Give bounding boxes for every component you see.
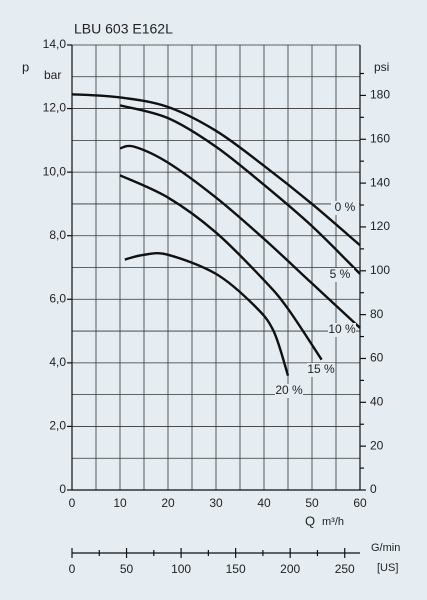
y-tick-label: 2,0 xyxy=(49,419,66,433)
x2-label: G/min xyxy=(371,542,400,554)
x2-tick-label: 200 xyxy=(280,562,300,576)
curve xyxy=(71,93,361,247)
x-tick-label: 60 xyxy=(353,496,367,510)
y-label: p xyxy=(22,59,29,74)
label-bg xyxy=(307,363,335,377)
x2-tick-label: 150 xyxy=(226,562,246,576)
x-unit: m³/h xyxy=(322,516,344,528)
y2-tick-label: 60 xyxy=(370,351,384,365)
curve-label: 5 % xyxy=(330,267,351,281)
y2-tick-label: 120 xyxy=(370,219,390,233)
x2-tick-label: 0 xyxy=(69,562,76,576)
y2-tick-label: 20 xyxy=(370,438,384,452)
curve-label: 20 % xyxy=(275,383,303,397)
y-tick-label: 8,0 xyxy=(49,228,66,242)
y2-unit: psi xyxy=(374,60,389,74)
label-bg xyxy=(328,323,356,337)
y-tick-label: 6,0 xyxy=(49,291,66,305)
y2-tick-label: 180 xyxy=(370,88,390,102)
curve xyxy=(119,104,361,275)
x2-tick-label: 100 xyxy=(171,562,191,576)
x-tick-label: 30 xyxy=(209,496,223,510)
y2-tick-label: 40 xyxy=(370,394,384,408)
y2-tick-label: 100 xyxy=(370,263,390,277)
label-bg xyxy=(326,268,354,282)
curve-label: 15 % xyxy=(307,362,335,376)
curve-label: 10 % xyxy=(328,322,356,336)
x-tick-label: 20 xyxy=(161,496,175,510)
curve xyxy=(119,174,323,361)
y2-tick-label: 80 xyxy=(370,307,384,321)
y-tick-label: 14,0 xyxy=(43,37,67,51)
curve xyxy=(119,144,361,329)
y-tick-label: 4,0 xyxy=(49,355,66,369)
curve xyxy=(124,251,290,376)
y-tick-label: 10,0 xyxy=(43,164,67,178)
x-tick-label: 10 xyxy=(113,496,127,510)
y2-tick-label: 160 xyxy=(370,131,390,145)
x-label: Q xyxy=(305,513,315,528)
chart-title: LBU 603 E162L xyxy=(74,21,173,37)
curve-label: 0 % xyxy=(335,200,356,214)
x2-tick-label: 50 xyxy=(120,562,134,576)
y-unit: bar xyxy=(44,68,61,82)
x2-unit: [US] xyxy=(377,562,398,574)
x2-tick-label: 250 xyxy=(335,562,355,576)
x-tick-label: 0 xyxy=(69,496,76,510)
x-tick-label: 50 xyxy=(305,496,319,510)
y2-tick-label: 0 xyxy=(370,482,377,496)
x-tick-label: 40 xyxy=(257,496,271,510)
y2-tick-label: 140 xyxy=(370,175,390,189)
y-tick-label: 12,0 xyxy=(43,101,67,115)
y-tick-label: 0 xyxy=(59,482,66,496)
label-bg xyxy=(275,384,303,398)
label-bg xyxy=(331,201,359,215)
